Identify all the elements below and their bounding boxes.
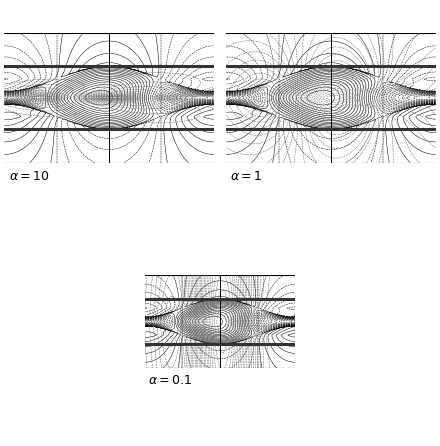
- Text: $\alpha = 1$: $\alpha = 1$: [231, 170, 263, 183]
- Text: $\alpha = 10$: $\alpha = 10$: [9, 170, 49, 183]
- Text: $\alpha = 0.1$: $\alpha = 0.1$: [148, 374, 192, 387]
